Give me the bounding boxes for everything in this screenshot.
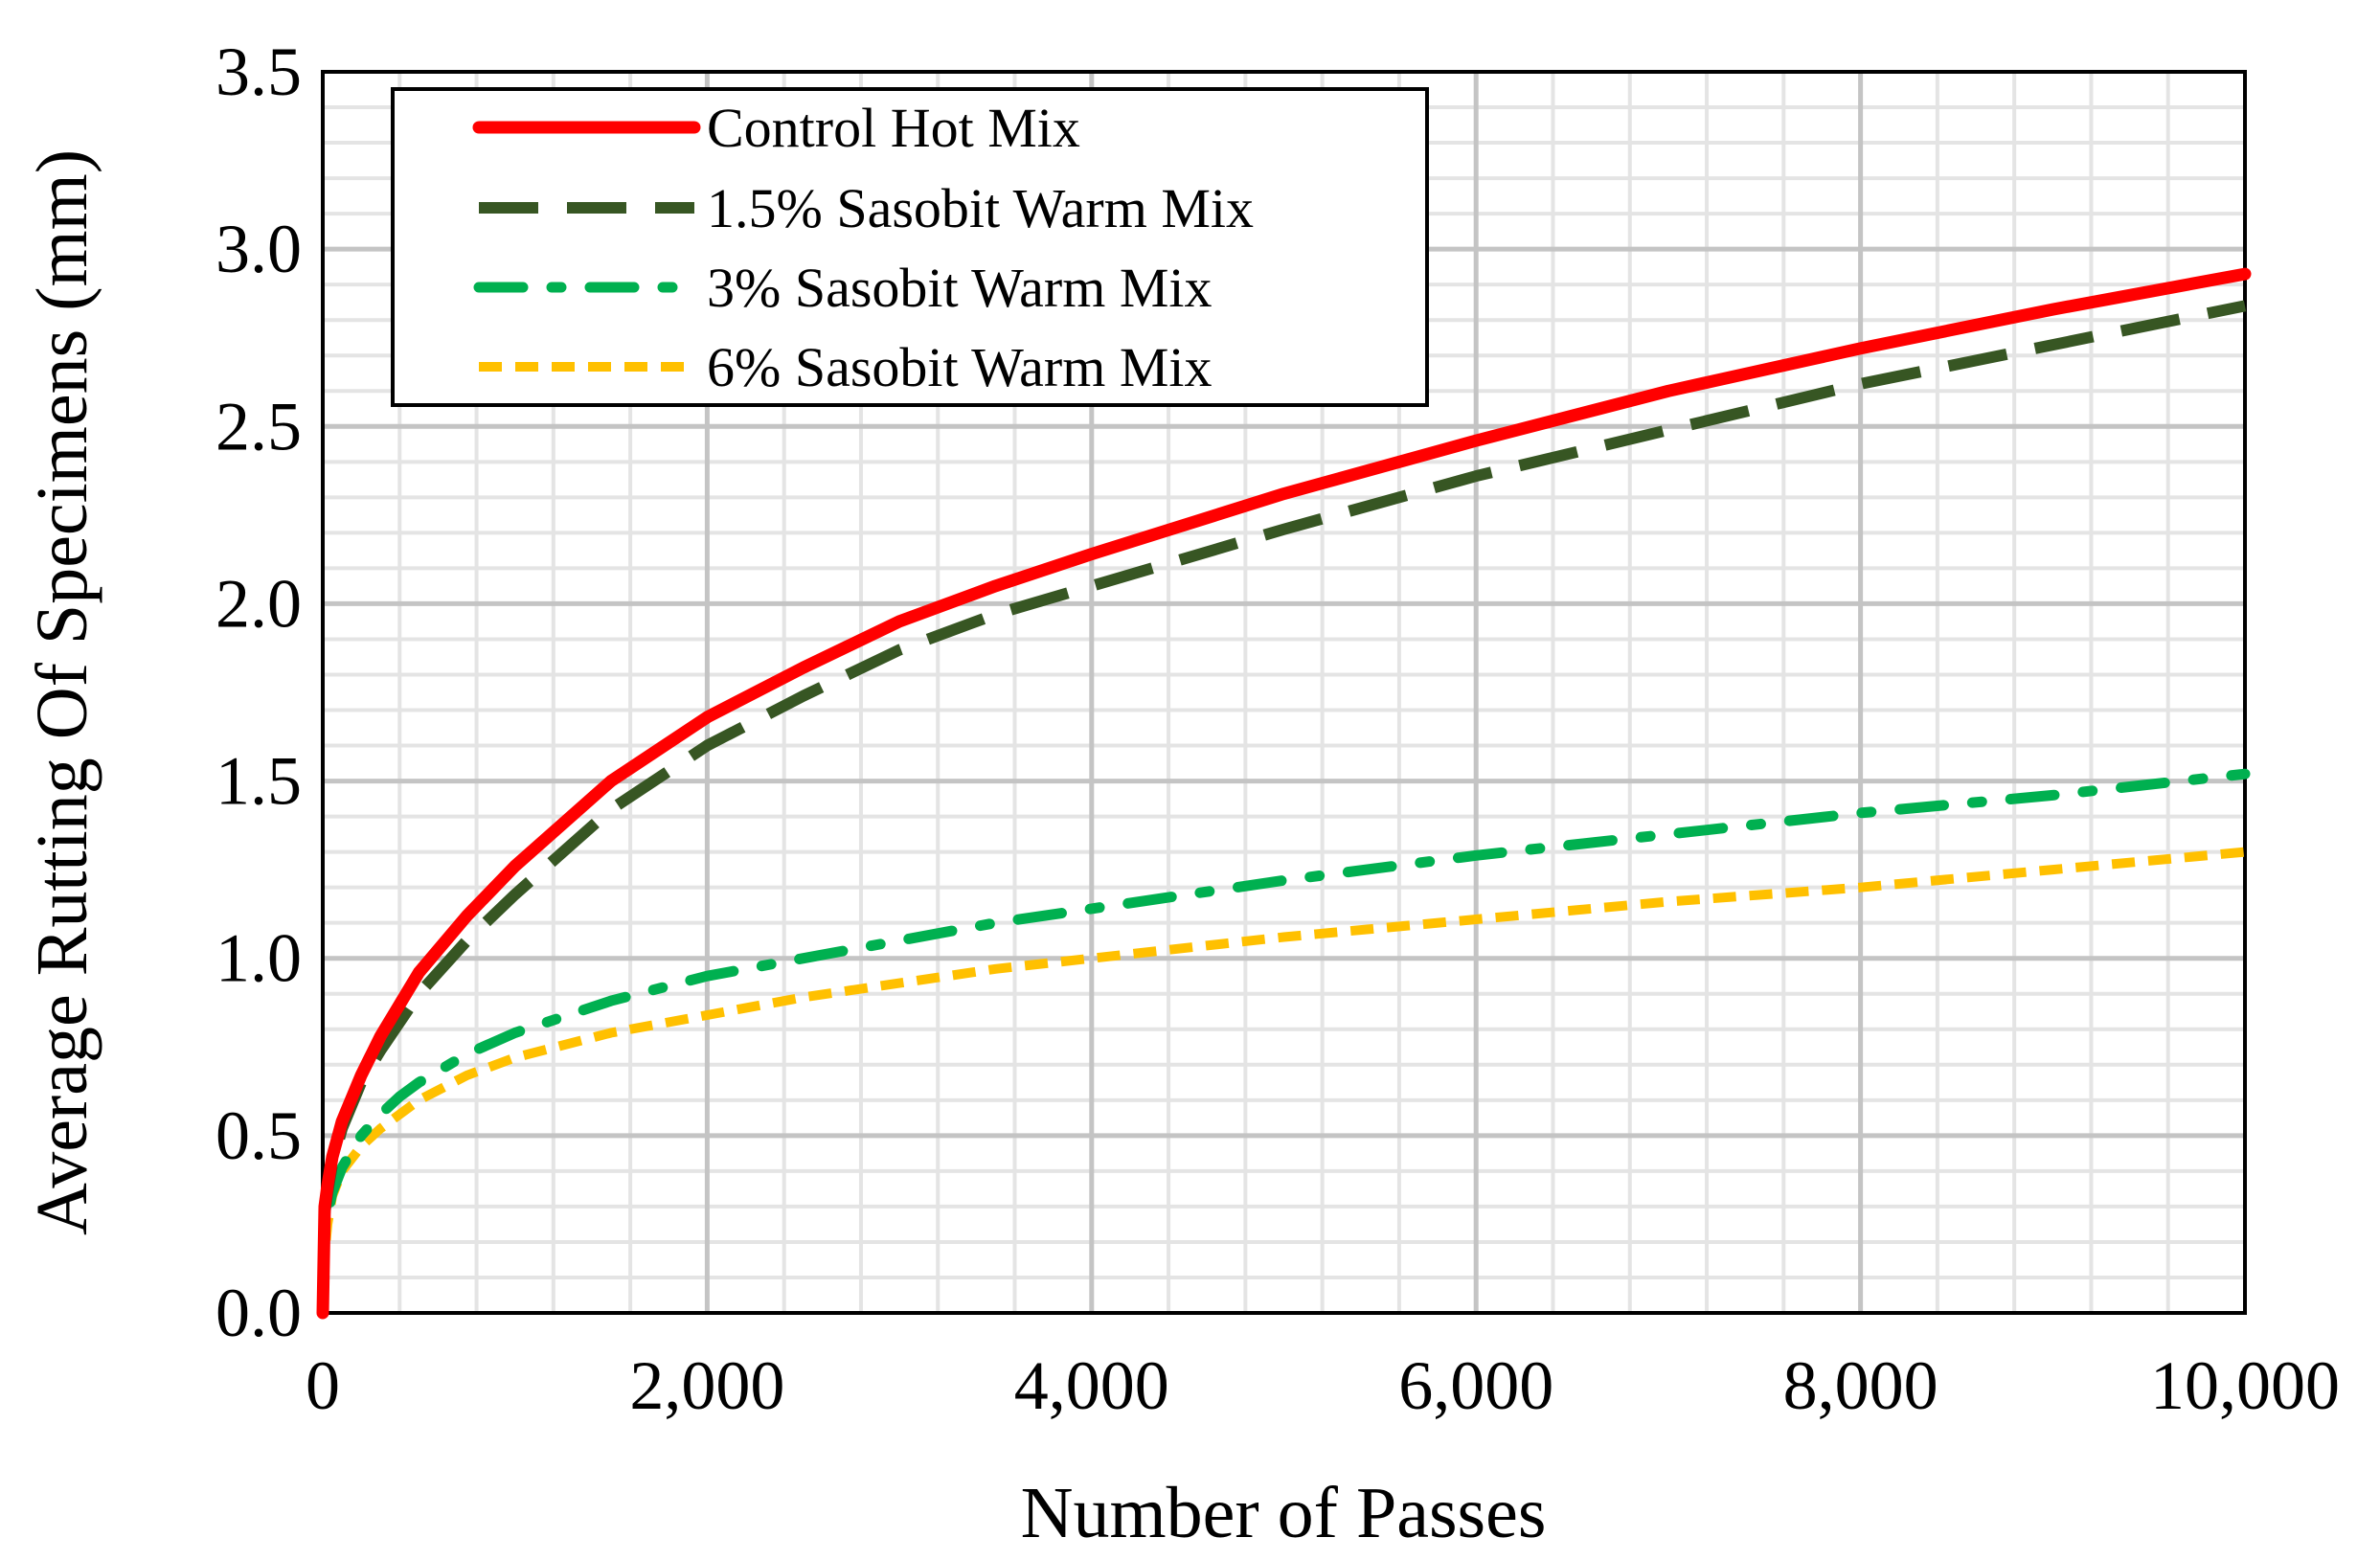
y-tick-label: 0.5 [215,1097,302,1174]
y-tick-label: 3.5 [215,34,302,110]
legend: Control Hot Mix 1.5% Sasobit Warm Mix 3% S… [391,87,1429,407]
legend-box [391,87,1429,407]
series-layer [316,267,2252,1320]
y-axis-title: Average Rutting Of Specimens (mm) [22,149,102,1235]
y-tick-label: 2.0 [215,565,302,642]
x-tick-label: 8,000 [1783,1347,1938,1424]
legend-label-2: 1.5% Sasobit Warm Mix [707,177,1254,239]
y-tick-label: 2.5 [215,388,302,464]
x-tick-label: 2,000 [629,1347,784,1424]
legend-label-1: Control Hot Mix [707,97,1080,159]
y-tick-label: 1.5 [215,743,302,820]
plot-area-border [321,70,2247,1315]
x-tick-label: 4,000 [1014,1347,1169,1424]
series-line-4 [318,847,2246,1314]
x-axis-title: Number of Passes [1021,1473,1547,1553]
y-tick-label: 0.0 [215,1275,302,1351]
y-tick-label: 1.0 [215,920,302,997]
series-line-2 [317,300,2247,1314]
x-axis-tick-labels: 0 2,000 4,000 6,000 8,000 10,000 [306,1347,2340,1424]
series-line-1 [316,267,2252,1320]
x-tick-label: 0 [306,1347,340,1424]
legend-label-4: 6% Sasobit Warm Mix [707,336,1213,398]
x-tick-label: 6,000 [1398,1347,1553,1424]
series-line-3 [317,768,2251,1319]
y-tick-label: 3.0 [215,211,302,287]
x-tick-label: 10,000 [2150,1347,2340,1424]
y-axis-tick-labels: 0.0 0.5 1.0 1.5 2.0 2.5 3.0 3.5 [215,34,302,1351]
legend-label-3: 3% Sasobit Warm Mix [707,257,1213,319]
